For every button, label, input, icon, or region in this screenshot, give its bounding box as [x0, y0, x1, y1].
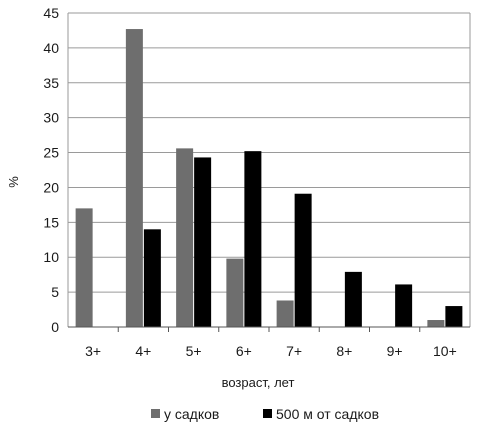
x-tick-label: 8+: [336, 343, 352, 359]
x-tick-label: 5+: [186, 343, 202, 359]
x-axis-ticks: 3+ 4+ 5+ 6+ 7+ 8+ 9+ 10+: [85, 327, 457, 359]
bar-500m-from-cages-6+: [244, 151, 262, 327]
y-tick-label: 30: [43, 110, 59, 126]
bar-500m-from-cages-9+: [395, 284, 413, 327]
bar-500m-from-cages-5+: [194, 157, 212, 327]
bars: [75, 29, 463, 327]
y-tick-label: 5: [51, 284, 59, 300]
bar-near-cages-10+: [427, 320, 445, 327]
bar-500m-from-cages-7+: [294, 193, 312, 327]
legend-label-near-cages: у садков: [164, 406, 219, 422]
y-axis-ticks: 0 5 10 15 20 25 30 35 40 45: [43, 5, 59, 335]
y-tick-label: 25: [43, 145, 59, 161]
legend-swatch-500m-from-cages: [263, 409, 272, 418]
y-tick-label: 35: [43, 75, 59, 91]
legend-label-500m-from-cages: 500 м от садков: [276, 406, 379, 422]
bar-500m-from-cages-4+: [143, 229, 161, 327]
bar-near-cages-4+: [125, 29, 143, 327]
legend: у садков 500 м от садков: [151, 406, 379, 422]
y-axis-title: %: [6, 176, 21, 188]
y-tick-label: 45: [43, 5, 59, 21]
x-tick-label: 7+: [286, 343, 302, 359]
legend-swatch-near-cages: [151, 409, 160, 418]
bar-near-cages-3+: [75, 208, 93, 327]
x-tick-label: 4+: [135, 343, 151, 359]
x-tick-label: 6+: [236, 343, 252, 359]
x-tick-label: 3+: [85, 343, 101, 359]
x-axis-title: возраст, лет: [222, 375, 295, 390]
x-tick-label: 9+: [387, 343, 403, 359]
y-tick-label: 10: [43, 249, 59, 265]
y-tick-label: 15: [43, 214, 59, 230]
bar-500m-from-cages-8+: [344, 271, 362, 327]
y-tick-label: 0: [51, 319, 59, 335]
x-tick-label: 10+: [433, 343, 457, 359]
y-tick-label: 40: [43, 40, 59, 56]
bar-500m-from-cages-10+: [445, 306, 463, 327]
bar-near-cages-6+: [226, 258, 244, 327]
bar-near-cages-5+: [176, 148, 194, 327]
bar-near-cages-7+: [276, 300, 294, 327]
y-tick-label: 20: [43, 179, 59, 195]
